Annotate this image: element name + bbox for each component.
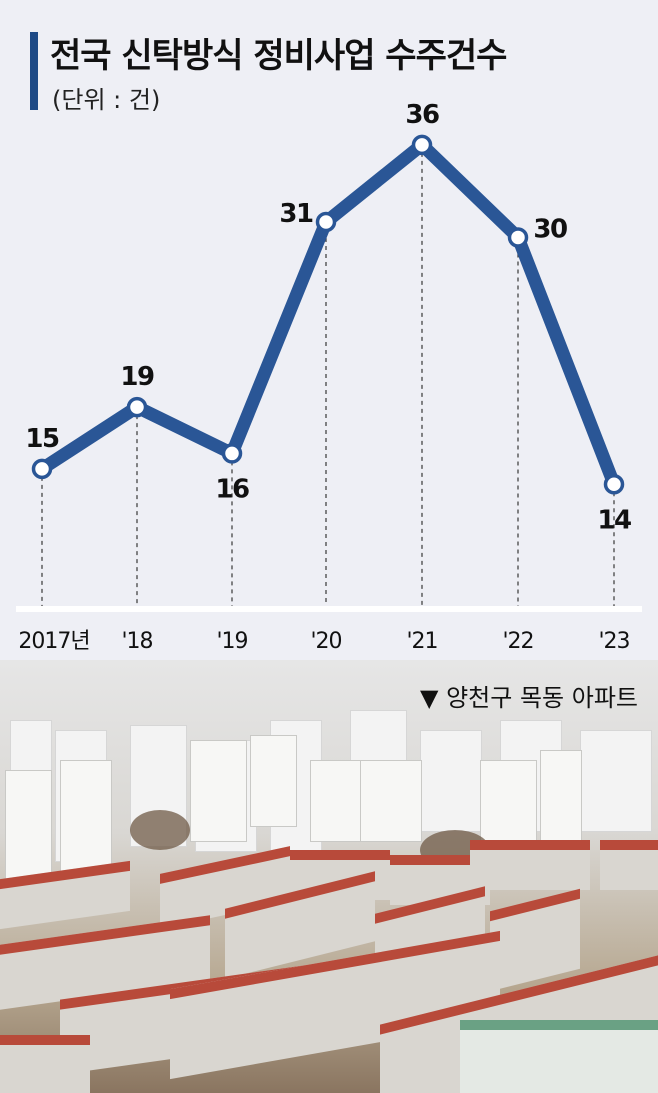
data-label: 36	[405, 100, 439, 130]
red-roof-building	[470, 840, 590, 890]
x-tick-label: '22	[502, 629, 533, 654]
data-label: 15	[25, 424, 59, 454]
far-building	[420, 730, 482, 832]
photo-caption: ▼ 양천구 목동 아파트	[420, 684, 638, 712]
data-label: 30	[533, 214, 567, 244]
mid-building	[190, 740, 247, 842]
data-label: 16	[215, 474, 249, 504]
data-point	[31, 458, 53, 480]
red-roof-building	[490, 888, 580, 992]
tree-cluster	[130, 810, 190, 850]
mid-building	[480, 760, 537, 842]
chart-unit: (단위 : 건)	[52, 86, 161, 114]
x-tick-label: 2017년	[18, 629, 89, 654]
data-point	[126, 396, 148, 418]
chart-title: 전국 신탁방식 정비사업 수주건수	[50, 36, 507, 76]
data-point	[507, 227, 529, 248]
mid-building	[60, 760, 112, 882]
data-label: 31	[279, 199, 313, 229]
data-point	[221, 443, 243, 464]
title-accent-bar	[30, 32, 38, 110]
x-tick-label: '23	[598, 629, 629, 654]
series-line	[35, 138, 621, 491]
far-building	[580, 730, 652, 832]
red-roof-building	[600, 840, 658, 890]
mid-building	[310, 760, 362, 842]
chart-area: 전국 신탁방식 정비사업 수주건수 (단위 : 건) 15 19 16 31 36 30 1…	[16, 32, 642, 654]
mid-building	[360, 760, 422, 842]
green-roof-building	[460, 1020, 658, 1093]
x-axis-band	[16, 606, 642, 612]
data-label: 19	[120, 362, 154, 392]
apartment-photo: ▼ 양천구 목동 아파트	[0, 660, 658, 1093]
x-tick-label: '19	[216, 629, 247, 654]
x-tick-label: '20	[310, 629, 341, 654]
x-tick-label: '21	[406, 629, 437, 654]
mid-building	[540, 750, 582, 842]
x-tick-label: '18	[121, 629, 152, 654]
line-chart: 15 19 16 31 36 30 14 2017년 '18 '19 '20 '21 '22 '23	[16, 100, 642, 654]
mid-building	[250, 735, 297, 827]
red-roof-building	[0, 1035, 90, 1093]
data-point	[315, 211, 337, 233]
data-point	[411, 134, 433, 156]
data-point	[603, 474, 625, 495]
data-label: 14	[597, 505, 631, 535]
mid-building	[5, 770, 52, 882]
